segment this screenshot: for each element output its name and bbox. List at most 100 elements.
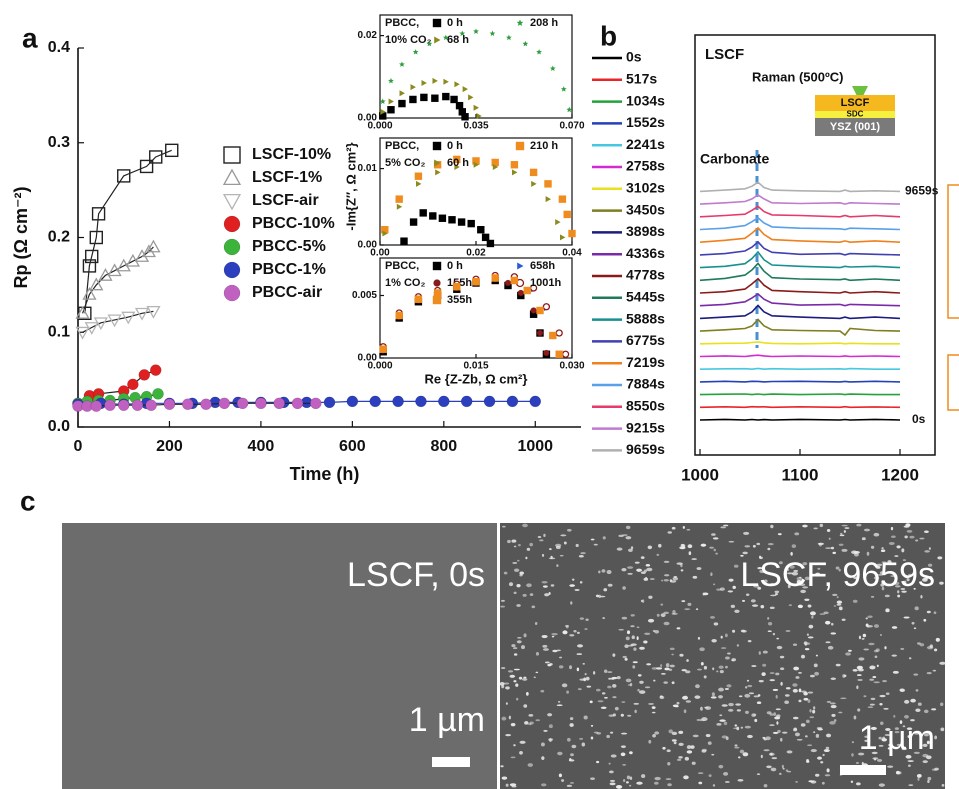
marker: [531, 180, 537, 187]
marker: [181, 398, 194, 411]
legend-label: 7219s: [626, 354, 665, 370]
cropped-bracket: [947, 184, 959, 411]
layer-label: YSZ (001): [830, 121, 880, 133]
marker: [555, 329, 563, 337]
marker: [89, 230, 103, 245]
marker: [491, 274, 499, 282]
inset-title: PBCC,: [385, 260, 419, 272]
layer-label: SDC: [847, 110, 864, 119]
x-tick-label: 0.035: [463, 121, 488, 132]
marker: [459, 30, 466, 36]
marker: [450, 95, 458, 104]
marker: [399, 90, 405, 97]
sem-image-left: [62, 523, 497, 789]
marker: [392, 395, 404, 408]
inset-title: PBCC,: [385, 17, 419, 29]
marker: [400, 237, 408, 245]
y-tick-label: 0.00: [358, 353, 378, 364]
marker: [273, 397, 285, 410]
spectrum: [699, 205, 901, 218]
legend-label: PBCC-1%: [252, 261, 326, 278]
marker: [543, 349, 550, 357]
legend-label: 3898s: [626, 223, 665, 239]
marker: [536, 306, 544, 315]
marker: [388, 98, 394, 105]
marker: [218, 397, 231, 410]
x-tick-label: 400: [248, 438, 275, 455]
spectrum: [699, 277, 901, 294]
marker: [549, 65, 556, 71]
image-caption: LSCF, 0s: [347, 556, 485, 594]
spectrum: [699, 216, 901, 231]
marker: [429, 212, 437, 220]
marker: [409, 218, 418, 226]
marker: [382, 230, 388, 237]
legend-label: PBCC-10%: [252, 215, 335, 232]
marker: [438, 395, 450, 408]
marker: [138, 369, 151, 381]
marker: [387, 106, 395, 114]
peak-label: Carbonate: [700, 151, 769, 167]
marker: [398, 99, 406, 108]
marker: [462, 86, 469, 93]
marker: [473, 161, 479, 168]
marker: [512, 169, 518, 176]
marker: [453, 283, 461, 291]
marker: [560, 86, 567, 92]
spectrum: [699, 181, 901, 193]
legend-label: 4778s: [626, 267, 665, 283]
legend-label: 4336s: [626, 245, 665, 261]
marker: [395, 311, 403, 320]
marker: [542, 303, 551, 311]
marker: [443, 78, 449, 85]
marker: [563, 210, 571, 219]
legend-marker: [222, 168, 242, 186]
legend-label: 3102s: [626, 180, 665, 196]
spectrum: [699, 341, 900, 345]
layer-ysz: [815, 118, 895, 136]
marker: [566, 106, 573, 113]
marker: [529, 395, 542, 408]
y-tick-label: 0.1: [48, 323, 70, 340]
marker: [510, 161, 519, 169]
marker: [492, 164, 499, 171]
legend-label: 517s: [626, 71, 657, 87]
marker: [468, 94, 474, 101]
marker: [420, 93, 428, 102]
marker: [131, 399, 144, 411]
spectrum: [699, 393, 900, 396]
marker: [561, 350, 570, 358]
marker: [419, 209, 427, 217]
marker: [91, 207, 106, 221]
legend-marker: [222, 193, 242, 211]
marker: [139, 159, 154, 174]
marker: [421, 79, 427, 86]
marker: [145, 399, 157, 411]
legend-label: 2241s: [626, 136, 665, 152]
marker: [431, 94, 439, 102]
inset-title: 1% CO₂: [385, 277, 425, 289]
legend-label: LSCF-10%: [252, 146, 331, 163]
marker: [555, 219, 561, 226]
spectrum: [699, 304, 901, 320]
marker: [75, 326, 90, 340]
marker: [141, 244, 156, 258]
legend-marker: [432, 18, 442, 28]
marker: [438, 214, 447, 222]
legend-marker: [517, 262, 524, 270]
sem-particles: [499, 523, 946, 789]
legend-label: 3450s: [626, 201, 665, 217]
marker: [236, 397, 249, 410]
scale-bar: [432, 757, 470, 767]
y-tick-label: 0.4: [48, 39, 70, 56]
y-tick-label: 0.00: [358, 113, 378, 124]
marker: [467, 219, 475, 228]
legend-marker: [432, 141, 442, 151]
legend-label: LSCF-air: [252, 192, 319, 209]
marker: [107, 314, 122, 328]
marker: [127, 378, 139, 391]
marker: [291, 397, 304, 410]
x-tick-label: 0.030: [559, 361, 584, 372]
layer-lscf: [815, 95, 895, 111]
x-tick-label: 0.02: [466, 248, 486, 259]
